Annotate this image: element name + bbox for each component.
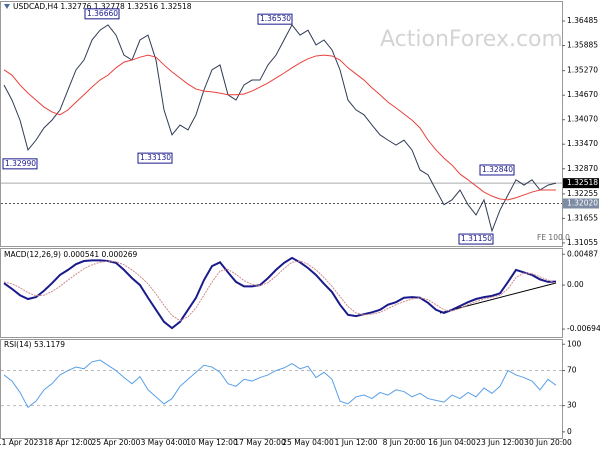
x-tick-label: 23 Jun 12:00 <box>476 438 524 447</box>
annotation-text: FE 100.0 <box>537 233 570 242</box>
annotation-box <box>257 13 293 25</box>
y-tick-label: 0.00487 <box>567 249 598 258</box>
y-tick-label: 1.32870 <box>567 164 598 173</box>
y-tick-label: 1.32255 <box>567 189 598 198</box>
x-tick-label: 18 Apr 12:00 <box>44 438 93 447</box>
panel-title: MACD(12,26,9) 0.000541 0.000269 <box>4 250 138 259</box>
x-tick-label: 25 May 04:00 <box>282 438 334 447</box>
y-tick-label: 1.36485 <box>567 16 598 25</box>
annotation-label: 1.36530 <box>260 14 291 23</box>
x-tick-label: 17 May 20:00 <box>234 438 286 447</box>
chart-title: USDCAD,H4 1.32776 1.32778 1.32516 1.3251… <box>13 2 192 11</box>
x-tick-label: 11 Apr 2023 <box>0 438 43 447</box>
annotation-box <box>84 8 120 20</box>
price-panel <box>0 1 563 247</box>
annotation-label: 1.33130 <box>140 153 171 162</box>
y-tick-label: 1.35885 <box>567 41 598 50</box>
x-tick-label: 1 Jun 12:00 <box>335 438 378 447</box>
watermark: ActionForex.com <box>380 27 563 52</box>
x-tick-label: 3 May 04:00 <box>141 438 188 447</box>
annotation-label: 1.32840 <box>482 165 513 174</box>
annotation-label: 1.32990 <box>5 159 36 168</box>
y-tick-label: 1.34670 <box>567 90 598 99</box>
y-tick-label: 30 <box>567 401 577 410</box>
y-tick-label: 1.34070 <box>567 115 598 124</box>
price-label: 1.32518 <box>567 178 598 187</box>
x-tick-label: 30 Jun 20:00 <box>524 438 572 447</box>
y-tick-label: 1.31055 <box>567 238 598 247</box>
y-tick-label: 0 <box>567 427 572 436</box>
y-tick-label: 100 <box>567 339 582 348</box>
macd-trendline <box>439 282 557 314</box>
annotation-box <box>137 152 173 164</box>
panel-title: RSI(14) 53.1179 <box>4 340 65 349</box>
y-tick-label: -0.006945 <box>567 324 600 333</box>
series-line <box>3 54 556 201</box>
x-tick-label: 10 May 12:00 <box>186 438 238 447</box>
macd-panel <box>0 248 563 338</box>
level-box <box>563 198 599 209</box>
y-tick-label: 0.00 <box>567 280 584 289</box>
level-label: 1.32020 <box>567 198 598 207</box>
y-tick-label: 1.31655 <box>567 213 598 222</box>
y-tick-label: 1.33470 <box>567 139 598 148</box>
annotation-box <box>2 158 38 170</box>
annotation-box <box>458 233 494 245</box>
series-line <box>3 256 557 330</box>
series-line <box>3 359 557 409</box>
y-tick-label: 70 <box>567 366 577 375</box>
x-tick-label: 25 Apr 20:00 <box>92 438 141 447</box>
rsi-panel <box>0 339 563 439</box>
x-tick-label: 8 Jun 20:00 <box>383 438 426 447</box>
annotation-label: 1.31150 <box>461 234 492 243</box>
series-line <box>3 23 557 233</box>
price-box <box>563 178 599 189</box>
symbol-icon <box>4 4 10 9</box>
annotation-label: 1.36660 <box>87 9 118 18</box>
annotation-box <box>479 164 515 176</box>
x-tick-label: 16 Jun 04:00 <box>428 438 476 447</box>
y-tick-label: 1.35270 <box>567 66 598 75</box>
